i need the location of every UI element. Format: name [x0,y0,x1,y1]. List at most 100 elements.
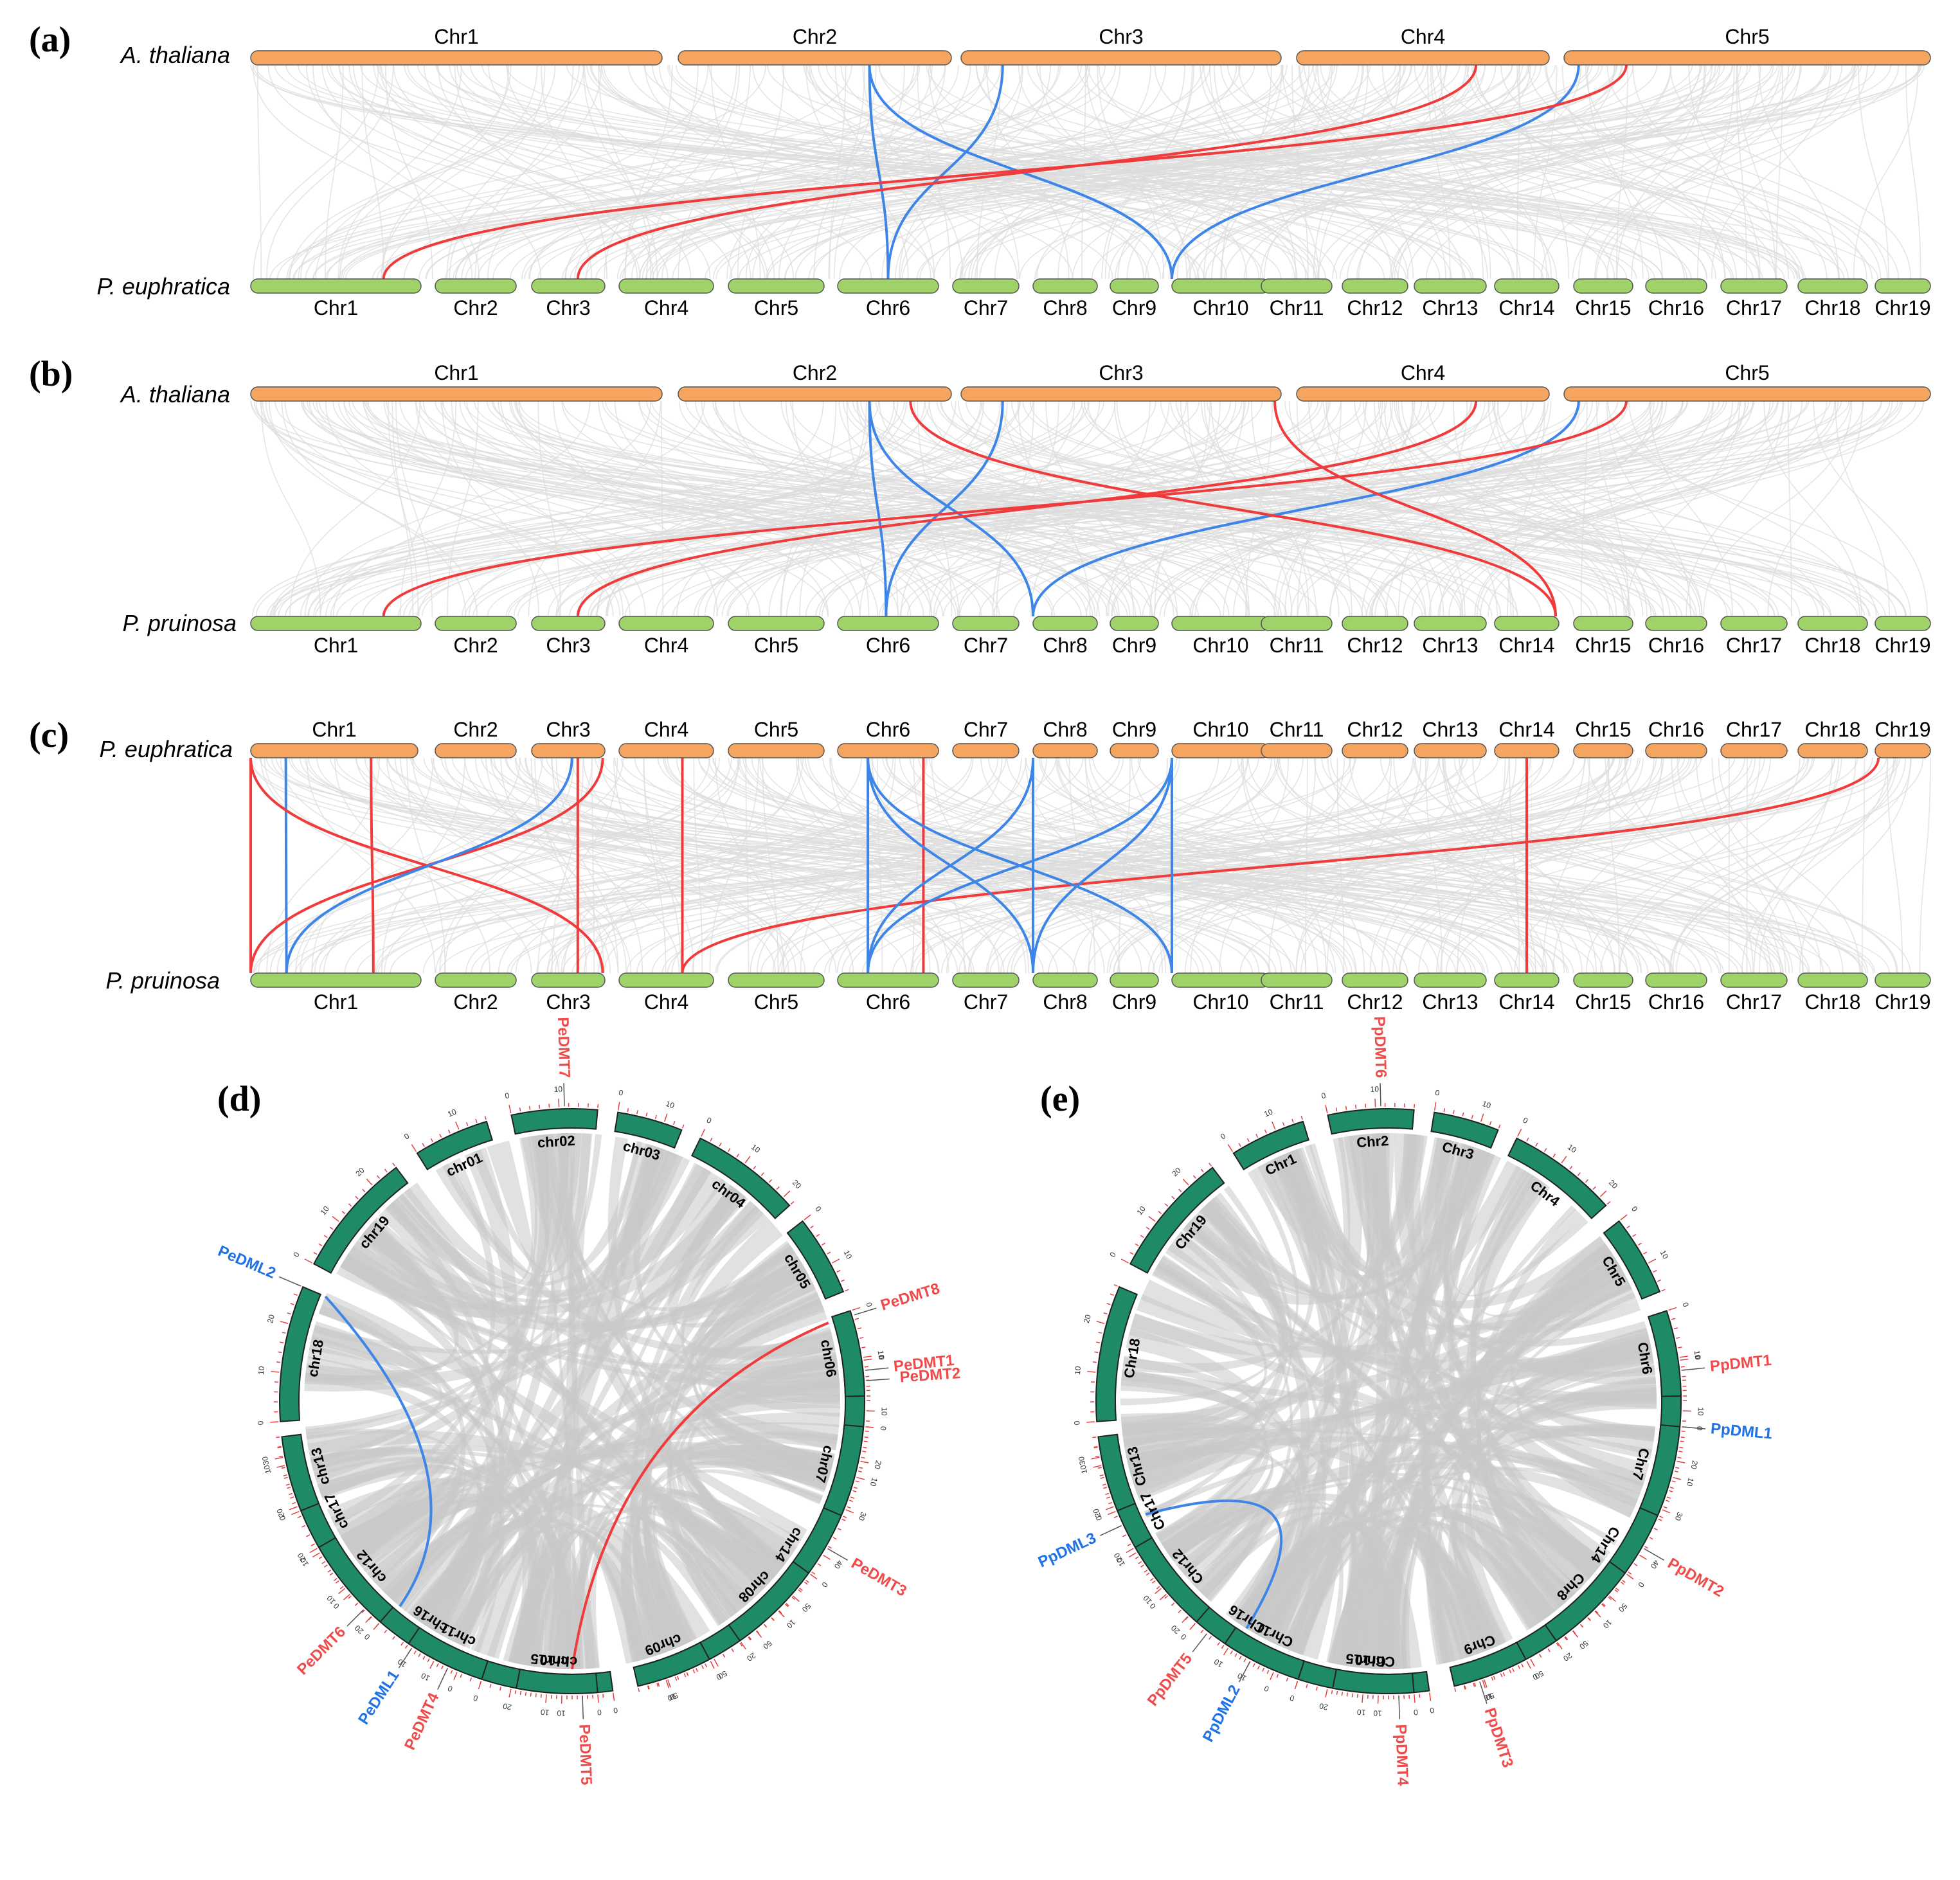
circos-tick-label: 0 [1680,1302,1690,1309]
chromosome-bar [1875,972,1931,988]
circos-tick [514,1690,517,1694]
chromosome-label: Chr7 [964,990,1008,1014]
background-link [1085,400,1600,617]
circos-chromosome [318,1537,394,1623]
circos-tick [1666,1496,1671,1499]
background-link [381,64,935,280]
chromosome-label: Chr12 [1347,718,1403,741]
circos-chromosome [1134,1537,1210,1623]
circos-tick [324,1564,328,1568]
circos-tick [1105,1492,1110,1496]
background-link [388,400,419,617]
background-link [1459,757,1794,974]
background-link [968,757,1390,974]
background-link [1205,64,1828,280]
circos-tick [422,1143,425,1147]
chromosome-bar [1797,616,1868,631]
panel-a-bottom-species: P. euphratica [97,273,231,300]
background-link [975,64,1298,280]
background-link [800,757,896,974]
circos-tick [865,1430,869,1432]
background-link [759,757,1000,974]
collinear-link-red [370,757,375,974]
circos-tick [710,1137,713,1141]
background-link [1304,64,1685,280]
circos-tick [1106,1303,1111,1305]
circos-tick-label: 0 [1288,1693,1295,1703]
circos-tick [1356,1694,1358,1698]
circos-tick [1178,1188,1182,1192]
gray-ribbon [1359,1133,1641,1334]
background-link [305,64,542,280]
circos-tick [1673,1476,1682,1480]
background-link [1347,64,1701,280]
background-link [796,757,949,974]
circos-tick [1453,1110,1455,1115]
background-link [589,400,1902,617]
chromosome-label: Chr5 [754,634,798,657]
background-link [780,400,837,617]
circos-tick [744,1156,751,1163]
circos-tick [1614,1589,1618,1593]
background-link [304,400,591,617]
circos-tick-label: 0 [1263,1683,1270,1694]
background-link [638,400,1657,617]
circos-tick [450,1670,453,1674]
gray-ribbon [471,1133,593,1273]
gray-ribbon [319,1298,466,1594]
chromosome-bar [435,616,517,631]
gray-ribbon [340,1258,840,1390]
circos-tick [365,1616,372,1623]
background-link [366,400,1277,617]
circos-tick [1239,1656,1242,1660]
circos-chromosome [1095,1285,1138,1422]
circos-tick [430,1138,433,1142]
circos-tick [285,1483,290,1486]
chromosome-bar [250,743,418,758]
circos-tick [376,1175,381,1179]
circos-tick [658,1682,660,1687]
background-link [422,400,982,617]
circos-tick [647,1685,649,1690]
chromosome-label: Chr1 [314,634,358,657]
background-link [799,400,867,617]
gray-ribbon [1121,1422,1556,1624]
background-link [374,757,1007,974]
background-link [1113,757,1813,974]
chromosome-bar [1342,278,1408,294]
background-link [252,64,473,280]
circos-tick-label: 10 [1370,1084,1379,1094]
background-link [266,64,394,280]
gray-ribbon [1475,1208,1583,1613]
gray-ribbon [318,1305,505,1653]
circos-tick [1135,1243,1139,1246]
background-link [1392,64,1672,280]
background-link [341,64,1424,280]
circos-tick [1601,1604,1605,1607]
circos-tick [1535,1142,1538,1147]
chromosome-bar [1171,972,1270,988]
background-link [780,400,872,617]
background-link [646,64,740,280]
chromosome-label: Chr19 [1875,634,1930,657]
chromosome-label: Chr3 [546,990,590,1014]
gray-ribbon [336,1150,690,1318]
circos-tick [816,1233,820,1237]
background-link [386,400,1199,617]
circos-tick [1681,1430,1686,1432]
circos-tick [1653,1528,1658,1531]
circos-tick [832,1258,840,1264]
circos-tick-label: 0 [613,1706,618,1715]
circos-tick [1246,1138,1250,1142]
background-link [253,64,379,280]
circos-tick [1113,1516,1118,1518]
background-link [667,757,1628,974]
circos-tick [1653,1269,1657,1273]
background-link [260,400,321,617]
gray-ribbon [310,1447,589,1669]
background-link [546,757,1249,974]
circos-tick [460,1674,463,1678]
gene-marker-line [1644,1548,1665,1561]
circos-tick [1671,1318,1675,1320]
circos-tick [1230,1651,1233,1654]
